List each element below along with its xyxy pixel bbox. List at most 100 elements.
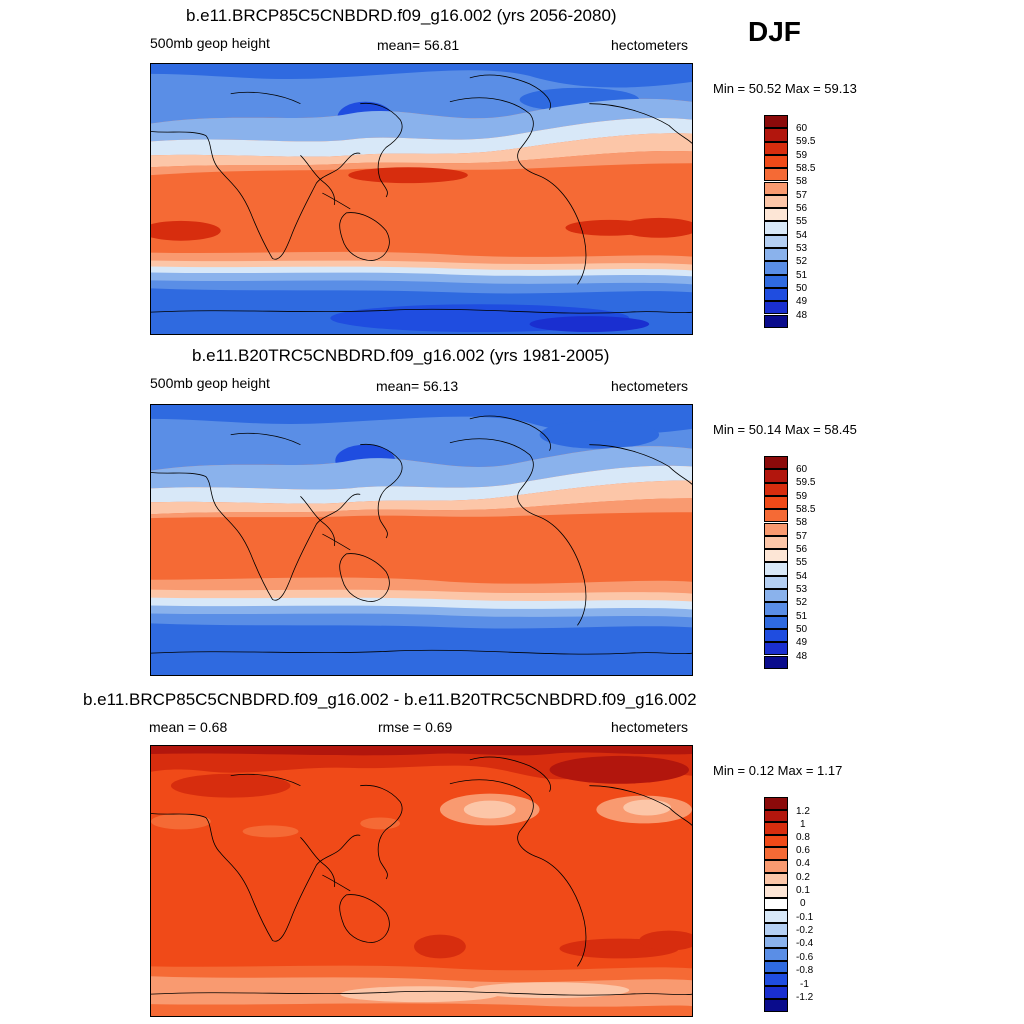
panel2-coastlines (151, 415, 692, 655)
panel1-swatch (764, 274, 788, 288)
panel1-colorbar-label: 57 (796, 190, 808, 201)
panel2-swatch (764, 575, 788, 589)
panel1-swatch (764, 314, 788, 328)
panel1-swatch (764, 141, 788, 155)
panel1-colorbar-label: 50 (796, 283, 808, 294)
panel1-swatch (764, 301, 788, 315)
panel1-units: hectometers (611, 37, 689, 53)
panel3-colorbar-label: 1 (800, 819, 806, 830)
panel1-swatch (764, 194, 788, 209)
panel2-title: b.e11.B20TRC5CNBDRD.f09_g16.002 (yrs 198… (192, 346, 610, 365)
panel2-colorbar-label: 52 (796, 597, 808, 608)
panel3-contour-field (151, 746, 692, 1016)
panel2-swatch (764, 602, 788, 616)
panel3-swatch (764, 960, 788, 974)
panel2-swatch (764, 522, 788, 536)
panel1-colorbar-label: 53 (796, 243, 808, 254)
panel1-field-label: 500mb geop height (150, 35, 270, 51)
panel3-mean: mean = 0.68 (149, 719, 228, 735)
panel2-swatch (764, 642, 788, 656)
panel2-colorbar-label: 56 (796, 544, 808, 555)
panel2-colorbar-label: 54 (796, 571, 808, 582)
panel3-colorbar-label: -1.2 (796, 992, 814, 1003)
panel1-swatch (764, 115, 788, 129)
panel1-swatch (764, 208, 788, 222)
panel3-colorbar-label: 0.1 (796, 885, 810, 896)
panel1-swatch (764, 248, 788, 262)
panel1-colorbar-label: 56 (796, 203, 808, 214)
panel3-units: hectometers (611, 719, 689, 735)
panel1-colorbar-label: 48 (796, 310, 808, 321)
panel3-colorbar (764, 797, 788, 1012)
panel3-colorbar-label: -0.8 (796, 965, 814, 976)
panel3-swatch (764, 948, 788, 961)
panel2-field-label: 500mb geop height (150, 375, 270, 391)
panel3-colorbar-label: -0.1 (796, 912, 814, 923)
panel1-colorbar-label: 58 (796, 176, 808, 187)
panel2-colorbar-label: 48 (796, 651, 808, 662)
panel2-swatch (764, 482, 788, 496)
panel2-colorbar-label: 57 (796, 531, 808, 542)
panel2-swatch (764, 615, 788, 629)
panel3-colorbar-label: 0.6 (796, 845, 810, 856)
panel2-colorbar-label: 58 (796, 517, 808, 528)
panel2-swatch (764, 655, 788, 669)
panel1-colorbar-label: 60 (796, 123, 808, 134)
panel1-colorbar-label: 59.5 (796, 136, 816, 147)
panel3-coastlines (151, 756, 692, 996)
panel1-colorbar (764, 115, 788, 328)
panel3-colorbar-label: 1.2 (796, 806, 810, 817)
panel1-swatch (764, 234, 788, 248)
panel1-swatch (764, 221, 788, 235)
panel3-swatch (764, 822, 788, 835)
panel3-swatch (764, 797, 788, 810)
panel3-swatch (764, 923, 788, 936)
panel3-rmse: rmse = 0.69 (378, 719, 453, 735)
panel3-colorbar-label: -0.4 (796, 938, 814, 949)
panel1-colorbar-label: 55 (796, 216, 808, 227)
panel2-swatch (764, 509, 788, 523)
panel2-swatch (764, 562, 788, 576)
panel3-colorbar-label: 0 (800, 898, 806, 909)
panel1-minmax: Min = 50.52 Max = 59.13 (713, 81, 857, 96)
panel1-colorbar-label: 59 (796, 150, 808, 161)
panel1-mean: mean= 56.81 (377, 37, 460, 53)
panel3-swatch (764, 986, 788, 999)
panel3-colorbar-label: -0.6 (796, 952, 814, 963)
panel3-title: b.e11.BRCP85C5CNBDRD.f09_g16.002 - b.e11… (83, 690, 697, 709)
panel2-swatch (764, 469, 788, 483)
panel1-contour-field (151, 64, 692, 334)
panel2-colorbar-label: 50 (796, 624, 808, 635)
panel1-colorbar-label: 49 (796, 296, 808, 307)
panel3-colorbar-label: 0.2 (796, 872, 810, 883)
panel2-colorbar-label: 53 (796, 584, 808, 595)
panel2-colorbar-label: 51 (796, 611, 808, 622)
panel1-swatch (764, 287, 788, 302)
panel3-colorbar-label: -0.2 (796, 925, 814, 936)
panel3-swatch (764, 910, 788, 923)
panel3-swatch (764, 872, 788, 886)
panel2-swatch (764, 495, 788, 510)
panel3-swatch (764, 885, 788, 898)
panel2-colorbar-label: 58.5 (796, 504, 816, 515)
panel3-colorbar-label: -1 (800, 979, 809, 990)
panel1-map (150, 63, 693, 335)
panel3-swatch (764, 897, 788, 911)
panel1-swatch (764, 168, 788, 182)
panel1-swatch (764, 261, 788, 275)
panel1-colorbar-label: 52 (796, 256, 808, 267)
panel2-colorbar-label: 55 (796, 557, 808, 568)
panel3-colorbar-label: 0.4 (796, 858, 810, 869)
panel3-swatch (764, 860, 788, 873)
panel1-colorbar-label: 54 (796, 230, 808, 241)
panel1-coastlines (151, 74, 692, 314)
panel2-colorbar-label: 59 (796, 491, 808, 502)
panel3-colorbar-label: 0.8 (796, 832, 810, 843)
panel2-colorbar-label: 59.5 (796, 477, 816, 488)
panel2-swatch (764, 589, 788, 603)
panel2-colorbar-label: 49 (796, 637, 808, 648)
panel3-map (150, 745, 693, 1017)
panel3-swatch (764, 998, 788, 1012)
panel2-mean: mean= 56.13 (376, 378, 459, 394)
panel2-map (150, 404, 693, 676)
